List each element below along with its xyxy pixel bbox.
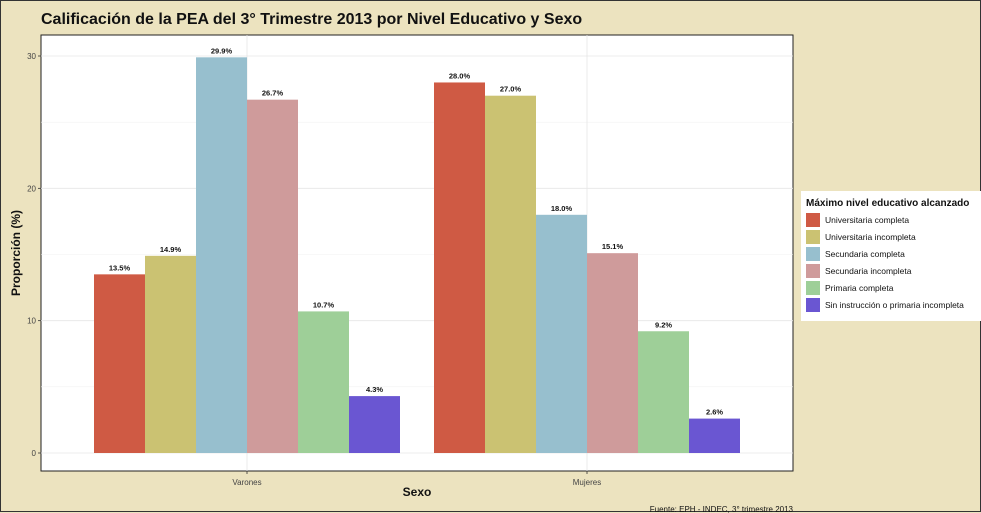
legend-label: Secundaria incompleta [825,266,912,276]
bar [247,99,298,454]
y-axis-ticks: 0 10 20 30 [27,52,41,458]
x-axis-ticks: Varones Mujeres [232,471,601,487]
legend-label: Secundaria completa [825,249,905,259]
data-label: 26.7% [262,89,284,98]
x-tick-label-varones: Varones [232,478,261,487]
legend-title: Máximo nivel educativo alcanzado [806,198,969,209]
y-tick-label: 30 [27,52,36,61]
data-label: 15.1% [602,242,624,251]
bar [638,331,689,453]
bar [94,274,145,453]
y-tick-label: 20 [27,184,36,193]
legend-swatch [806,281,820,295]
data-label: 2.6% [706,408,723,417]
data-labels: 13.5% 28.0% 14.9% 27.0% 29.9% 18.0% 26.7% 15.1%… [109,46,724,416]
bars [94,57,740,454]
y-axis-title: Proporción (%) [9,210,23,296]
bar [349,396,400,453]
legend-swatch [806,247,820,261]
legend-swatch [806,213,820,227]
x-axis-title: Sexo [403,485,432,499]
data-label: 27.0% [500,85,522,94]
legend-items: Universitaria completa Universitaria inco… [806,213,964,312]
bar [434,82,485,453]
bar [587,253,638,453]
data-label: 14.9% [160,245,182,254]
legend: Máximo nivel educativo alcanzado Univers… [801,191,981,321]
legend-label: Universitaria incompleta [825,232,916,242]
data-label: 29.9% [211,46,233,55]
bar [689,418,740,453]
x-tick-label-mujeres: Mujeres [573,478,601,487]
data-label: 13.5% [109,263,131,272]
chart-title: Calificación de la PEA del 3° Trimestre … [41,11,582,28]
data-label: 10.7% [313,300,335,309]
y-tick-label: 0 [32,449,37,458]
bar [196,57,247,453]
legend-label: Sin instrucción o primaria incompleta [825,300,964,310]
caption: Fuente: EPH - INDEC, 3° trimestre 2013 [650,505,794,513]
legend-swatch [806,298,820,312]
y-tick-label: 10 [27,317,36,326]
legend-label: Primaria completa [825,283,894,293]
data-label: 9.2% [655,320,672,329]
legend-background [801,191,981,321]
legend-label: Universitaria completa [825,215,909,225]
data-label: 28.0% [449,71,471,80]
bar [145,255,196,453]
bar [485,95,536,453]
legend-swatch [806,230,820,244]
data-label: 18.0% [551,204,573,213]
bar [536,214,587,453]
data-label: 4.3% [366,385,383,394]
legend-swatch [806,264,820,278]
bar [298,311,349,453]
